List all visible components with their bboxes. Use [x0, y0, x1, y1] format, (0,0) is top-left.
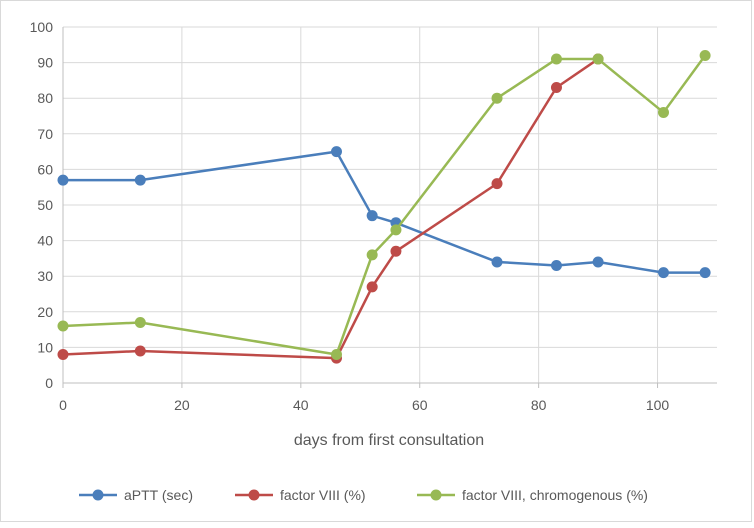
- series-line-2: [62, 54, 707, 356]
- legend-label-0: aPTT (sec): [124, 487, 193, 503]
- data-point-2-8: [657, 106, 669, 118]
- data-point-2-6: [550, 53, 562, 65]
- legend-label-1: factor VIII (%): [280, 487, 366, 503]
- y-tick-label-9: 90: [37, 55, 53, 71]
- data-point-2-0: [57, 320, 69, 332]
- x-tick-label-4: 80: [531, 397, 547, 413]
- data-point-2-1: [134, 316, 146, 328]
- data-point-0-3: [366, 210, 378, 222]
- y-tick-label-5: 50: [37, 197, 53, 213]
- legend-item-0: aPTT (sec): [79, 487, 193, 503]
- data-point-0-6: [550, 260, 562, 272]
- data-point-0-1: [134, 174, 146, 186]
- legend-item-1: factor VIII (%): [235, 487, 366, 503]
- data-point-1-3: [366, 281, 378, 293]
- y-tick-label-1: 10: [37, 339, 53, 355]
- data-point-1-0: [57, 349, 69, 361]
- data-point-0-0: [57, 174, 69, 186]
- y-tick-label-2: 20: [37, 304, 53, 320]
- y-tick-label-7: 70: [37, 126, 53, 142]
- x-tick-label-0: 0: [59, 397, 67, 413]
- data-point-0-5: [491, 256, 503, 268]
- y-tick-label-4: 40: [37, 233, 53, 249]
- x-tick-label-1: 20: [174, 397, 190, 413]
- data-point-0-2: [330, 146, 342, 158]
- legend-marker-2: [430, 489, 442, 501]
- x-tick-label-2: 40: [293, 397, 309, 413]
- data-point-1-6: [550, 82, 562, 94]
- y-tick-label-0: 0: [45, 375, 53, 391]
- data-point-1-5: [491, 178, 503, 190]
- x-tick-label-5: 100: [646, 397, 670, 413]
- legend-marker-1: [248, 489, 260, 501]
- data-point-0-8: [657, 267, 669, 279]
- x-tick-label-3: 60: [412, 397, 428, 413]
- data-point-2-2: [330, 349, 342, 361]
- legend: aPTT (sec) factor VIII (%) factor VIII, ch…: [79, 487, 648, 503]
- x-axis-title: days from first consultation: [294, 432, 484, 449]
- data-point-2-5: [491, 92, 503, 104]
- legend-item-2: factor VIII, chromogenous (%): [417, 487, 648, 503]
- data-point-2-3: [366, 249, 378, 261]
- series-line-0: [63, 150, 706, 274]
- data-point-2-4: [390, 224, 402, 236]
- series-2: [57, 49, 711, 361]
- data-point-1-1: [134, 345, 146, 357]
- series-layer: [57, 49, 711, 364]
- grid-lines: [63, 26, 717, 383]
- data-point-0-7: [592, 256, 604, 268]
- data-point-2-7: [592, 53, 604, 65]
- legend-marker-0: [92, 489, 104, 501]
- y-tick-label-8: 80: [37, 90, 53, 106]
- data-point-2-9: [699, 49, 711, 61]
- data-point-0-9: [699, 267, 711, 279]
- axes: 0 10 20 30 40 50 60 70 80 90 100 0 20 40 60 80 100: [30, 19, 717, 413]
- y-tick-label-10: 100: [30, 19, 54, 35]
- legend-label-2: factor VIII, chromogenous (%): [462, 487, 648, 503]
- data-point-1-4: [390, 245, 402, 257]
- series-line-1: [62, 58, 599, 360]
- series-0: [57, 146, 711, 279]
- y-tick-label-6: 60: [37, 161, 53, 177]
- y-tick-label-3: 30: [37, 268, 53, 284]
